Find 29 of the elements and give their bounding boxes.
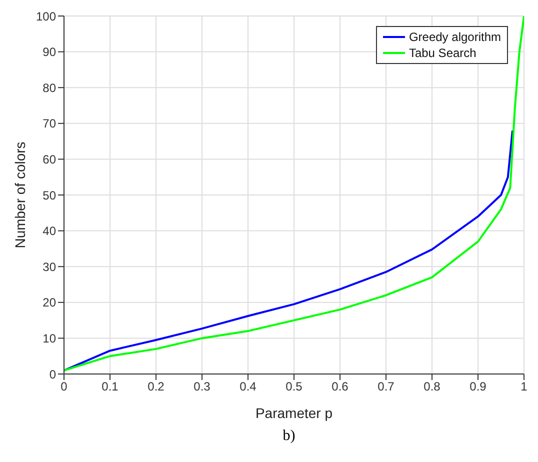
y-tick-label: 20 [42,296,56,310]
x-tick-label: 0.9 [470,380,487,394]
x-tick-label: 0.8 [424,380,441,394]
line-series [64,16,524,372]
x-tick-label: 0 [60,380,68,394]
y-axis-title: Number of colors [12,142,28,248]
y-tick-label: 40 [42,224,56,238]
x-tick-label: 0.4 [240,380,257,394]
x-tick-label: 0.5 [286,380,303,394]
y-tick-label: 60 [42,152,56,166]
legend-label: Greedy algorithm [408,29,501,45]
x-tick-label: 0.1 [102,380,119,394]
y-tick-label: 80 [42,80,56,95]
y-tick-label: 0 [49,367,56,382]
x-tick-label: 0.2 [148,380,165,394]
y-tick-label: 10 [42,331,56,346]
x-tick-label: 0.6 [332,380,349,394]
x-tick-label: 1 [520,380,528,394]
line-series [64,130,514,372]
y-tick-label: 30 [42,260,56,274]
x-tick-label: 0.7 [378,380,395,394]
y-tick-label: 50 [42,188,56,202]
y-tick-label: 70 [42,116,56,131]
x-axis-title: Parameter p [255,405,333,421]
y-tick-label: 100 [36,9,56,24]
y-tick-label: 90 [42,45,56,60]
legend-label: Tabu Search [408,45,476,61]
text: b) [282,428,296,445]
x-tick-label: 0.3 [194,380,211,394]
